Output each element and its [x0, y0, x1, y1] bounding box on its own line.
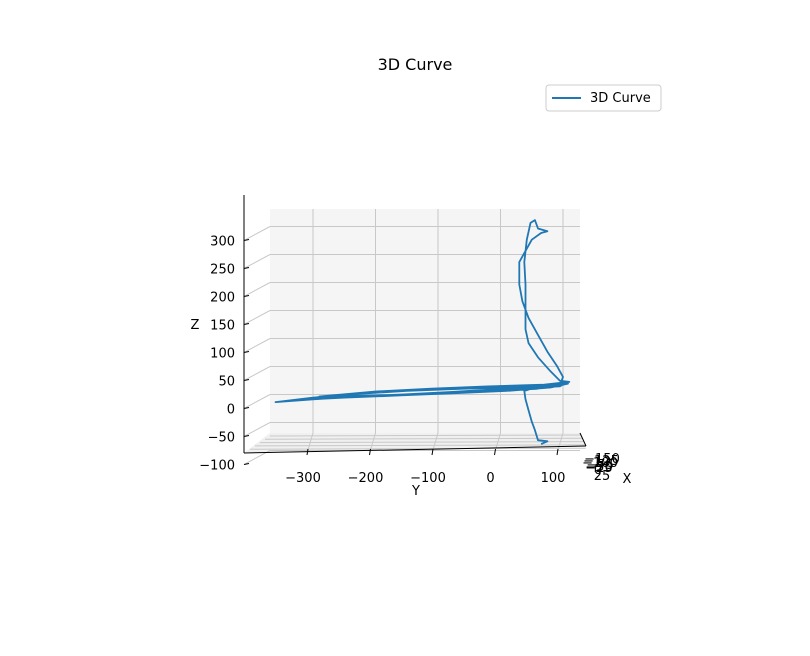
x-tick-label: −25 [585, 461, 612, 476]
z-tick-label: 200 [210, 291, 235, 306]
z-gridline-side [243, 282, 271, 297]
legend-box [545, 84, 662, 112]
x-tick-label: −125 [583, 454, 619, 469]
x-gridline [264, 437, 583, 440]
legend: 3D Curve [545, 84, 662, 112]
z-gridline-side [243, 254, 271, 269]
z-tick [243, 351, 250, 353]
x-tick-label: 0 [594, 463, 602, 478]
z-tick [243, 295, 250, 297]
z-gridline-side [243, 422, 271, 437]
z-tick [243, 435, 250, 437]
x-gridline [249, 447, 586, 450]
z-tick-label: 100 [210, 347, 235, 362]
x-axis-line [579, 432, 587, 447]
z-tick-label: −50 [208, 431, 235, 446]
back-pane [270, 209, 580, 433]
x-axis-label: X [623, 472, 632, 487]
x-gridline [259, 441, 584, 444]
z-tick-label: 300 [210, 235, 235, 250]
chart-title: 3D Curve [378, 55, 453, 74]
series-line-3d-curve [274, 219, 571, 445]
z-gridline-side [243, 310, 271, 325]
y-axis-label: Y [411, 484, 420, 499]
z-gridline-side [243, 366, 271, 381]
y-tick [369, 448, 371, 456]
y-tick-label: 0 [486, 471, 494, 486]
z-gridline-side [243, 226, 271, 241]
floor-pane [244, 433, 586, 453]
z-axis-label: Z [191, 318, 200, 333]
x-tick-label: −50 [585, 460, 612, 475]
series-layer [274, 219, 571, 445]
y-tick-label: −200 [348, 471, 384, 486]
z-tick [243, 267, 250, 269]
y-tick [494, 448, 496, 456]
z-tick [243, 379, 250, 381]
z-gridline-side [243, 394, 271, 409]
y-tick [306, 448, 309, 456]
z-tick-label: −100 [199, 459, 235, 474]
grid [243, 209, 586, 465]
y-axis-line [243, 445, 587, 454]
x-tick-label: −75 [586, 458, 613, 473]
z-tick [243, 239, 250, 241]
z-tick-label: 50 [218, 375, 235, 390]
z-tick [243, 463, 250, 465]
z-tick-label: 0 [227, 403, 235, 418]
legend-label: 3D Curve [590, 91, 651, 106]
z-tick-label: 250 [210, 263, 235, 278]
y-tick-label: 100 [541, 471, 566, 486]
x-gridline [254, 444, 585, 447]
y-tick [556, 448, 559, 456]
y-tick-label: −100 [410, 471, 446, 486]
z-tick [243, 323, 250, 325]
y-tick-label: −300 [285, 471, 321, 486]
x-tick-label: −100 [582, 456, 618, 471]
z-tick [243, 407, 250, 409]
z-gridline-side [243, 338, 271, 353]
y-tick [431, 448, 434, 456]
x-gridline [269, 434, 582, 437]
x-tick-label: 25 [594, 469, 611, 484]
z-tick-label: 150 [210, 319, 235, 334]
x-tick-label: −150 [584, 452, 620, 467]
